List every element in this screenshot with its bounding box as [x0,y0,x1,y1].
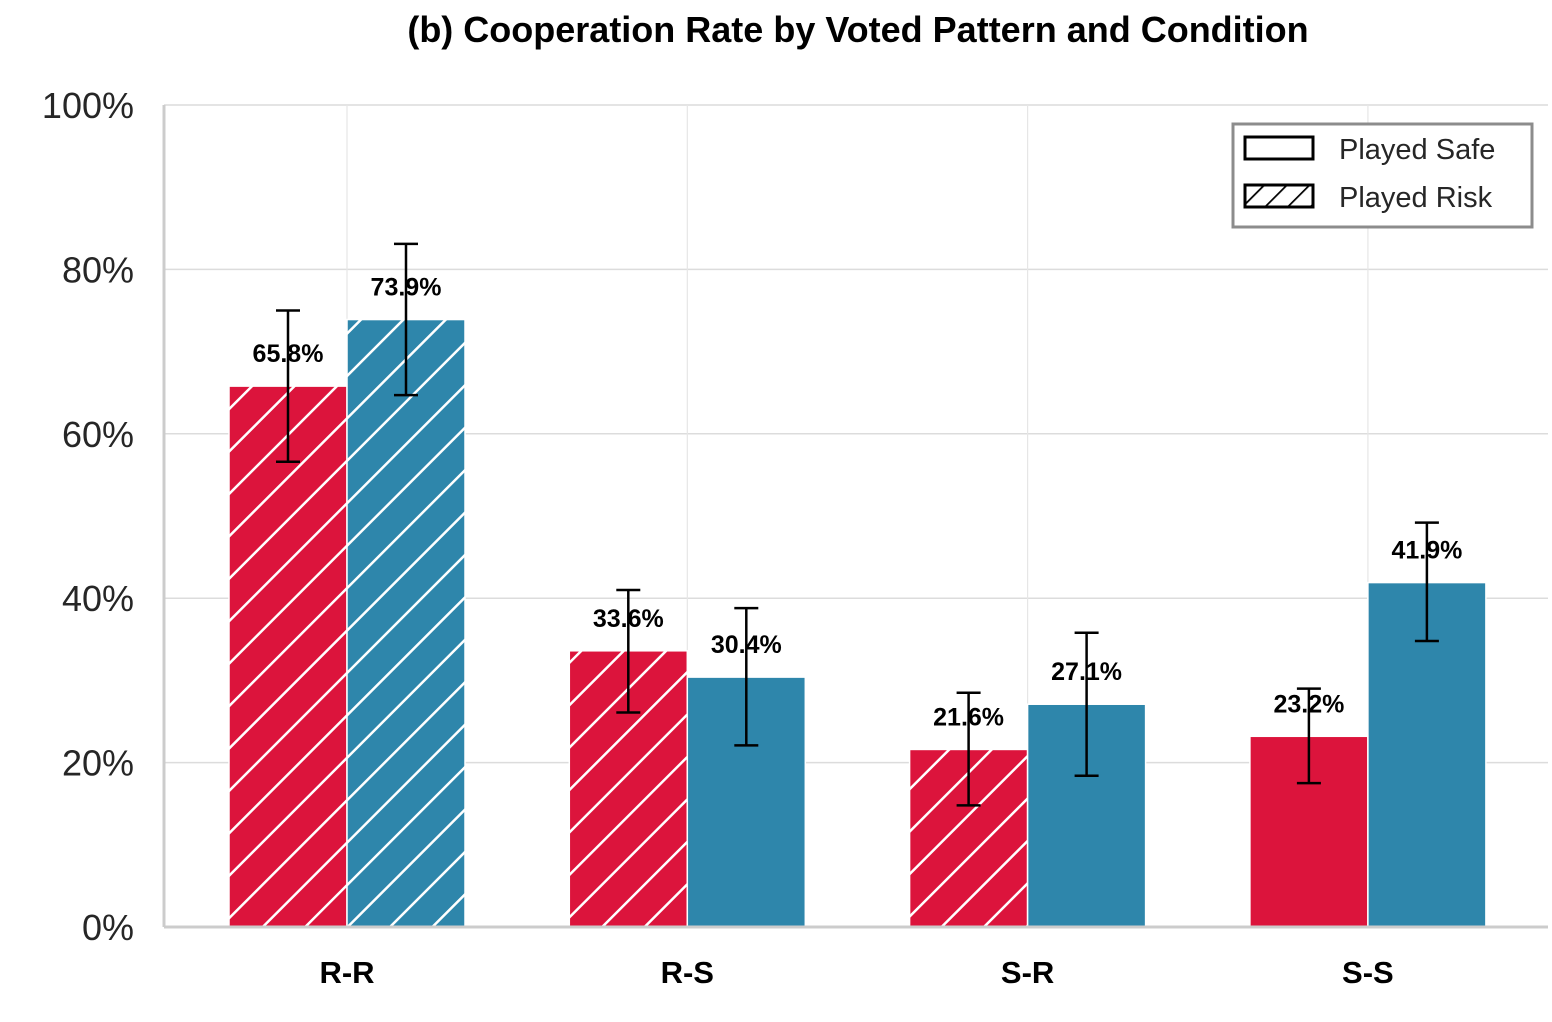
data-label: 21.6% [933,703,1004,731]
y-tick-label: 60% [62,414,134,455]
x-tick-label: R-R [319,955,374,990]
y-tick-label: 0% [82,907,134,948]
data-label: 33.6% [593,605,664,633]
y-tick-label: 40% [62,578,134,619]
legend-swatch-played-safe [1243,135,1315,161]
data-label: 41.9% [1391,537,1462,565]
x-tick-label: S-R [1001,955,1054,990]
y-tick-label: 80% [62,249,134,290]
data-label: 27.1% [1051,658,1122,686]
data-label: 23.2% [1273,690,1344,718]
data-label: 73.9% [371,274,442,302]
bar-hatch [347,319,465,927]
legend-label-played-risk: Played Risk [1339,182,1493,214]
error-bars [276,242,1439,807]
y-tick-label: 100% [42,85,134,126]
legend-label-played-safe: Played Safe [1339,134,1495,166]
data-label: 65.8% [253,340,324,368]
data-label: 30.4% [711,631,782,659]
legend-swatch-played-risk [1243,183,1315,209]
x-tick-label: S-S [1342,955,1394,990]
x-tick-label: R-S [661,955,714,990]
axes: 0% 20% 40% 60% 80% 100% R-R R-S S-R S-S [42,85,1548,990]
y-tick-label: 20% [62,743,134,784]
chart-title: (b) Cooperation Rate by Voted Pattern an… [407,9,1308,50]
bar-hatch [229,386,347,927]
data-labels: 65.8% 33.6% 21.6% 23.2% 73.9% 30.4% 27.1% 41.9% [253,274,1463,732]
bars [228,318,1487,928]
legend: Played Safe Played Risk [1231,122,1534,229]
